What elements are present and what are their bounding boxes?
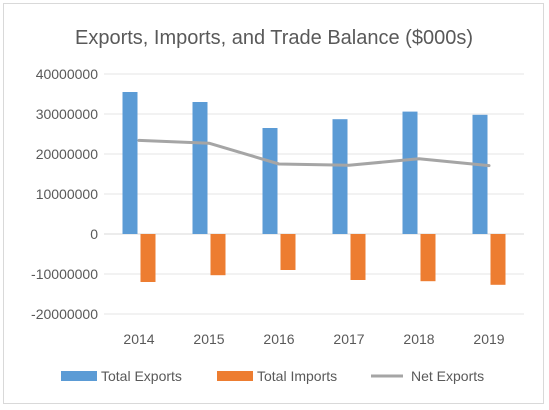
total-imports-bar bbox=[491, 234, 506, 285]
net-exports-line bbox=[139, 140, 489, 165]
bars bbox=[123, 92, 506, 285]
y-tick-label: 20000000 bbox=[36, 146, 99, 162]
x-tick-label: 2017 bbox=[333, 331, 364, 347]
total-exports-bar bbox=[473, 115, 488, 234]
total-imports-bar bbox=[421, 234, 436, 281]
y-tick-label: 40000000 bbox=[36, 66, 99, 82]
legend: Total Exports Total Imports Net Exports bbox=[61, 368, 484, 384]
x-tick-label: 2015 bbox=[193, 331, 224, 347]
net-exports-line-group bbox=[139, 140, 489, 165]
total-exports-bar bbox=[193, 102, 208, 234]
chart-frame: Exports, Imports, and Trade Balance ($00… bbox=[3, 3, 544, 404]
legend-label-total-imports: Total Imports bbox=[257, 368, 337, 384]
y-tick-label: 10000000 bbox=[36, 186, 99, 202]
x-tick-label: 2016 bbox=[263, 331, 294, 347]
total-imports-bar bbox=[281, 234, 296, 270]
total-exports-bar bbox=[333, 119, 348, 234]
y-tick-label: -10000000 bbox=[31, 266, 98, 282]
total-exports-bar bbox=[403, 112, 418, 234]
x-axis-ticks: 2014 2015 2016 2017 2018 2019 bbox=[123, 331, 504, 347]
legend-swatch-total-exports bbox=[61, 371, 97, 381]
y-axis-ticks: 40000000 30000000 20000000 10000000 0 -100000… bbox=[31, 66, 98, 322]
total-exports-bar bbox=[263, 128, 278, 234]
total-imports-bar bbox=[211, 234, 226, 275]
total-imports-bar bbox=[141, 234, 156, 282]
legend-label-net-exports: Net Exports bbox=[411, 368, 484, 384]
gridlines bbox=[104, 74, 524, 314]
y-tick-label: 30000000 bbox=[36, 106, 99, 122]
chart-title: Exports, Imports, and Trade Balance ($00… bbox=[75, 27, 473, 49]
x-tick-label: 2018 bbox=[403, 331, 434, 347]
legend-label-total-exports: Total Exports bbox=[101, 368, 182, 384]
legend-swatch-total-imports bbox=[217, 371, 253, 381]
x-tick-label: 2014 bbox=[123, 331, 154, 347]
total-exports-bar bbox=[123, 92, 138, 234]
chart-svg: Exports, Imports, and Trade Balance ($00… bbox=[4, 4, 545, 405]
y-tick-label: -20000000 bbox=[31, 306, 98, 322]
total-imports-bar bbox=[351, 234, 366, 280]
y-tick-label: 0 bbox=[90, 226, 98, 242]
x-tick-label: 2019 bbox=[473, 331, 504, 347]
